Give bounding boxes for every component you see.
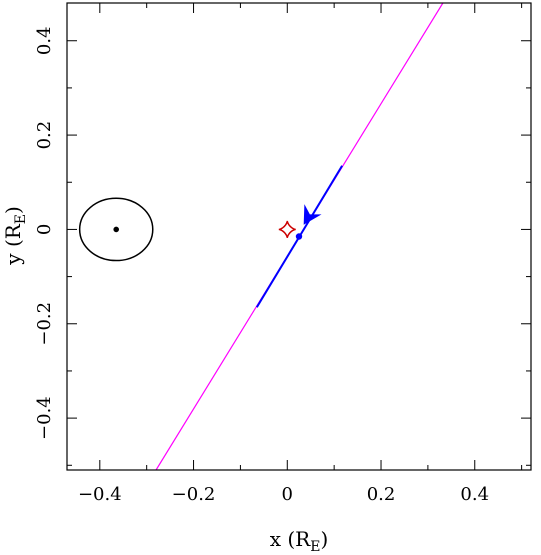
direction-arrowhead [303, 204, 322, 225]
tick-marks [67, 3, 531, 470]
lens-circle [78, 197, 154, 262]
y-tick-label: −0.4 [34, 396, 55, 440]
x-tick-label: 0.4 [460, 484, 489, 505]
x-tick-label: −0.2 [172, 484, 216, 505]
caustic-curve [278, 220, 296, 239]
y-tick-label: 0 [34, 224, 55, 235]
data-marks [78, 3, 444, 470]
y-axis-label: y (RE) [1, 206, 29, 266]
y-axis-label-close: ) [1, 206, 25, 214]
y-tick-label: 0.2 [34, 121, 55, 150]
x-tick-label: −0.4 [78, 484, 122, 505]
y-tick-labels: −0.4 −0.2 0 0.2 0.4 [34, 26, 55, 440]
source-point [295, 233, 303, 240]
x-tick-label: 0 [282, 484, 293, 505]
x-tick-labels: −0.4 −0.2 0 0.2 0.4 [78, 484, 489, 505]
y-axis-label-subscript: E [13, 214, 29, 224]
x-axis-label: x (RE) [270, 527, 329, 555]
lens-dot [113, 226, 120, 233]
x-axis-label-subscript: E [310, 539, 320, 555]
x-axis-label-close: ) [320, 527, 328, 551]
y-tick-label: −0.2 [34, 302, 55, 346]
y-tick-label: 0.4 [34, 26, 55, 55]
plot-frame [66, 2, 532, 471]
y-axis-label-main: y (R [1, 223, 25, 265]
x-tick-label: 0.2 [367, 484, 396, 505]
x-axis-label-main: x (R [270, 527, 311, 551]
